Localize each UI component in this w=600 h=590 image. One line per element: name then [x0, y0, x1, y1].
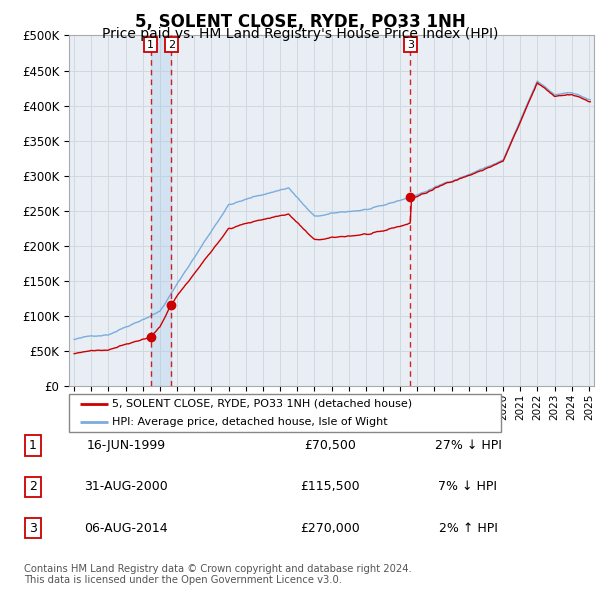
Text: 5, SOLENT CLOSE, RYDE, PO33 1NH: 5, SOLENT CLOSE, RYDE, PO33 1NH [134, 13, 466, 31]
Text: 06-AUG-2014: 06-AUG-2014 [84, 522, 168, 535]
Text: £115,500: £115,500 [300, 480, 360, 493]
Text: Contains HM Land Registry data © Crown copyright and database right 2024.
This d: Contains HM Land Registry data © Crown c… [24, 563, 412, 585]
Text: 16-JUN-1999: 16-JUN-1999 [86, 439, 166, 452]
Text: 3: 3 [407, 40, 414, 50]
Text: 1: 1 [29, 439, 37, 452]
Text: 31-AUG-2000: 31-AUG-2000 [84, 480, 168, 493]
Text: 1: 1 [147, 40, 154, 50]
Text: £70,500: £70,500 [304, 439, 356, 452]
Text: 5, SOLENT CLOSE, RYDE, PO33 1NH (detached house): 5, SOLENT CLOSE, RYDE, PO33 1NH (detache… [112, 399, 412, 409]
FancyBboxPatch shape [69, 394, 501, 432]
Text: 3: 3 [29, 522, 37, 535]
Bar [151, 35, 171, 386]
Text: 2% ↑ HPI: 2% ↑ HPI [439, 522, 497, 535]
Text: Price paid vs. HM Land Registry's House Price Index (HPI): Price paid vs. HM Land Registry's House … [102, 27, 498, 41]
Text: 7% ↓ HPI: 7% ↓ HPI [439, 480, 497, 493]
Text: £270,000: £270,000 [300, 522, 360, 535]
Text: 2: 2 [29, 480, 37, 493]
Text: 27% ↓ HPI: 27% ↓ HPI [434, 439, 502, 452]
Text: 2: 2 [167, 40, 175, 50]
Text: HPI: Average price, detached house, Isle of Wight: HPI: Average price, detached house, Isle… [112, 417, 388, 427]
